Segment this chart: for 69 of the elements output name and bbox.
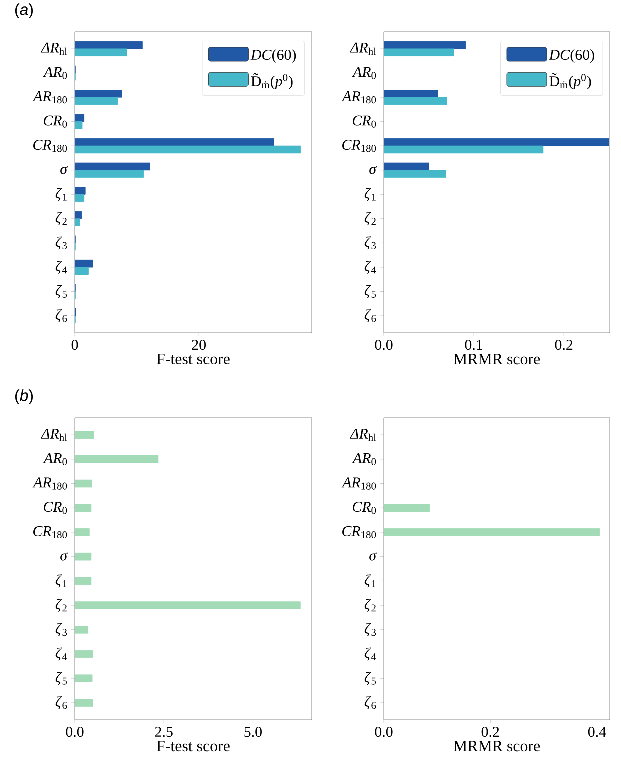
y-tick-label: ζ$_{4}$: [56, 260, 68, 274]
y-tick-label: AR$_{180}$: [32, 91, 68, 104]
y-tick-label: CR$_{180}$: [342, 526, 376, 539]
legend-label: D̃$_{ṁ}$(p$^{0}$): [251, 73, 293, 90]
y-tick-label: AR$_{180}$: [342, 91, 376, 104]
x-tick-label: 0.2: [555, 340, 573, 350]
y-tick-label: AR$_{0}$: [43, 67, 68, 80]
x-tick-label: 0.1: [465, 340, 482, 350]
y-tick-label: AR$_{180}$: [32, 478, 68, 490]
x-axis-title: F-test score: [156, 741, 230, 752]
y-tick-label: ΔR$_{hl}$: [350, 42, 376, 56]
y-tick-label: ζ$_{1}$: [56, 188, 67, 202]
x-tick-label: 0.0: [375, 340, 393, 350]
x-tick-label: 0.0: [375, 727, 393, 738]
y-tick-label: ζ$_{6}$: [56, 310, 68, 323]
chart-title: (a): [16, 4, 34, 19]
y-tick-label: ζ$_{5}$: [364, 672, 376, 686]
y-tick-label: ζ$_{1}$: [364, 574, 376, 588]
x-tick-label: 5.0: [244, 727, 262, 738]
y-tick-label: σ: [60, 166, 68, 174]
y-tick-label: ζ$_{2}$: [56, 212, 67, 226]
y-tick-label: ζ$_{6}$: [364, 310, 376, 323]
y-tick-label: ΔR$_{hl}$: [40, 428, 68, 442]
y-tick-label: CR$_{0}$: [353, 116, 376, 128]
x-tick-label: 0: [72, 340, 78, 350]
y-tick-label: σ: [370, 552, 377, 561]
y-tick-label: ζ$_{3}$: [364, 623, 376, 636]
x-tick-label: 0.0: [66, 727, 84, 738]
y-tick-label: ζ$_{4}$: [56, 648, 68, 661]
x-tick-label: 0.2: [482, 727, 500, 738]
y-tick-label: σ: [370, 166, 377, 174]
y-tick-label: ζ$_{1}$: [56, 574, 67, 588]
y-tick-label: CR$_{180}$: [34, 140, 68, 152]
y-tick-label: σ: [60, 552, 68, 561]
y-tick-label: ζ$_{3}$: [56, 236, 68, 250]
y-tick-label: ζ$_{5}$: [56, 672, 68, 686]
y-tick-label: CR$_{0}$: [44, 116, 68, 128]
y-tick-label: CR$_{180}$: [34, 526, 68, 539]
y-tick-label: ΔR$_{hl}$: [350, 428, 376, 442]
y-tick-label: ΔR$_{hl}$: [40, 42, 68, 56]
y-tick-label: ζ$_{6}$: [56, 696, 68, 710]
x-tick-label: 0.4: [588, 727, 606, 738]
y-tick-label: CR$_{0}$: [44, 502, 68, 514]
y-tick-label: ζ$_{3}$: [364, 236, 376, 250]
y-tick-label: ζ$_{4}$: [364, 648, 376, 661]
x-axis-title: MRMR score: [454, 741, 540, 752]
y-tick-label: AR$_{0}$: [352, 67, 376, 80]
y-tick-label: ζ$_{3}$: [56, 623, 68, 636]
y-tick-label: ζ$_{1}$: [364, 188, 376, 202]
y-tick-label: ζ$_{6}$: [364, 696, 376, 710]
legend-label: DC(60): [549, 50, 594, 64]
legend-label: D̃$_{ṁ}$(p$^{0}$): [550, 73, 592, 90]
x-tick-label: 20: [192, 340, 206, 350]
y-tick-label: ζ$_{2}$: [56, 599, 67, 612]
x-axis-title: F-test score: [156, 354, 230, 365]
y-tick-label: AR$_{0}$: [43, 453, 68, 466]
y-tick-label: ζ$_{2}$: [364, 212, 376, 226]
y-tick-label: CR$_{0}$: [353, 502, 376, 514]
chart-title: (b): [16, 390, 34, 405]
y-tick-label: ζ$_{5}$: [56, 285, 68, 298]
y-tick-label: AR$_{180}$: [342, 478, 376, 490]
y-tick-label: ζ$_{2}$: [364, 599, 376, 612]
y-tick-label: CR$_{180}$: [342, 140, 376, 152]
y-tick-label: ζ$_{5}$: [364, 285, 376, 298]
x-axis-title: MRMR score: [454, 354, 540, 365]
y-tick-label: AR$_{0}$: [352, 453, 376, 466]
legend-label: DC(60): [250, 50, 296, 64]
x-tick-label: 2.5: [155, 727, 173, 738]
y-tick-label: ζ$_{4}$: [364, 260, 376, 274]
